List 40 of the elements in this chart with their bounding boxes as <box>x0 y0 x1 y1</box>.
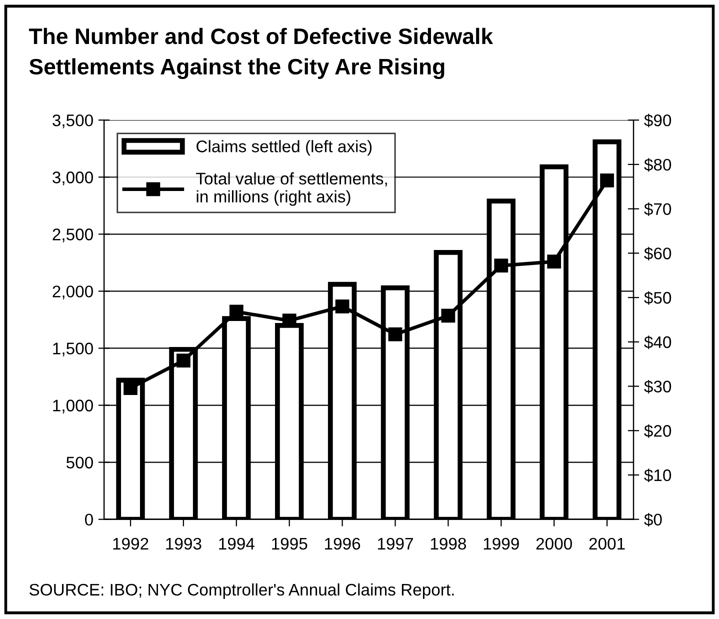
legend-label: Total value of settlements, in millions (right axis) <box>196 172 387 206</box>
y2-tick-label: $10 <box>644 468 672 482</box>
y2-tick-label: $30 <box>644 380 672 394</box>
y-tick-label: 1,500 <box>53 342 93 356</box>
point <box>124 381 138 395</box>
x-tick-label: 1994 <box>219 538 254 550</box>
x-tick-label: 2000 <box>536 538 572 550</box>
y-tick-label: 500 <box>66 456 93 469</box>
y2-tick-label: $60 <box>644 246 672 260</box>
y2-tick-label: $0 <box>644 513 662 527</box>
point <box>547 254 562 269</box>
y-tick-label: 2,000 <box>52 286 93 300</box>
y2-tick-label: $70 <box>644 202 672 216</box>
x-tick-label: 1993 <box>166 538 202 550</box>
y-tick-label: 3,500 <box>52 114 93 128</box>
legend-label: Claims settled (left axis) <box>196 140 372 156</box>
x-tick-label: 1995 <box>272 538 308 550</box>
point <box>176 354 190 368</box>
x-tick-label: 1996 <box>325 538 360 550</box>
point <box>388 327 402 342</box>
point <box>600 173 614 188</box>
x-tick-label: 1992 <box>113 538 148 550</box>
y2-tick-label: $90 <box>644 114 672 128</box>
y2-tick-label: $40 <box>644 336 672 350</box>
y2-tick-label: $50 <box>644 291 672 305</box>
y-tick-label: 0 <box>85 514 93 526</box>
y-tick-label: 1,000 <box>53 400 93 414</box>
x-tick-label: 1999 <box>484 538 519 550</box>
x-tick-label: 1997 <box>378 538 413 550</box>
y2-tick-label: $20 <box>644 424 672 438</box>
point <box>335 299 350 314</box>
y2-tick-label: $80 <box>644 158 672 172</box>
source-note: SOURCE: IBO; NYC Comptroller's Annual Claims Report. <box>30 583 454 599</box>
x-tick-label: 2001 <box>589 538 625 550</box>
y-tick-label: 2,500 <box>52 228 93 242</box>
point <box>441 308 456 323</box>
x-tick-label: 1998 <box>430 538 466 550</box>
point <box>494 258 508 273</box>
y-tick-label: 3,000 <box>52 172 93 186</box>
chart-title: The Number and Cost of Defective Sidewalk Settlements Against the City Are Rising <box>29 28 494 80</box>
